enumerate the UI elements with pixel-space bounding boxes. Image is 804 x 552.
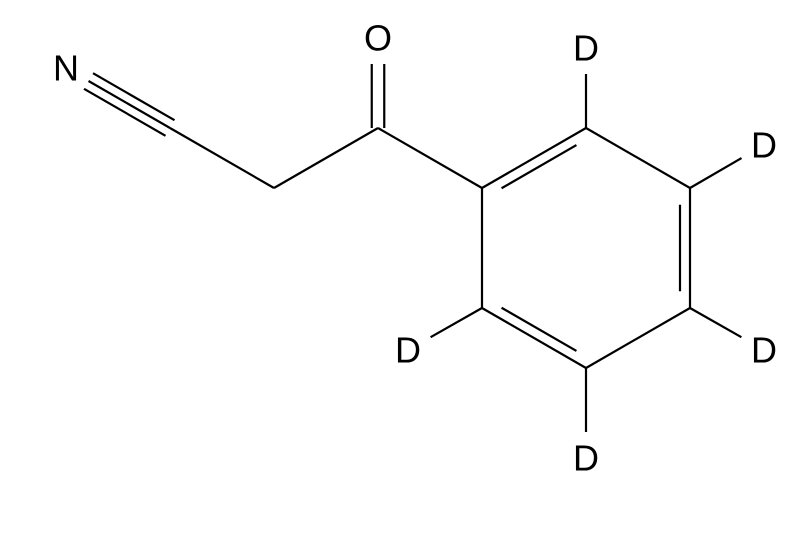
atom-label-o: O: [364, 18, 392, 59]
background: [0, 0, 804, 552]
atom-label-d6: D: [395, 330, 421, 371]
atom-label-n: N: [53, 48, 79, 89]
atom-label-d4: D: [751, 330, 777, 371]
atom-label-d3: D: [751, 125, 777, 166]
molecule-diagram: N O D D D D D: [0, 0, 804, 552]
atom-label-d2: D: [573, 28, 599, 69]
atom-label-d5: D: [573, 438, 599, 479]
